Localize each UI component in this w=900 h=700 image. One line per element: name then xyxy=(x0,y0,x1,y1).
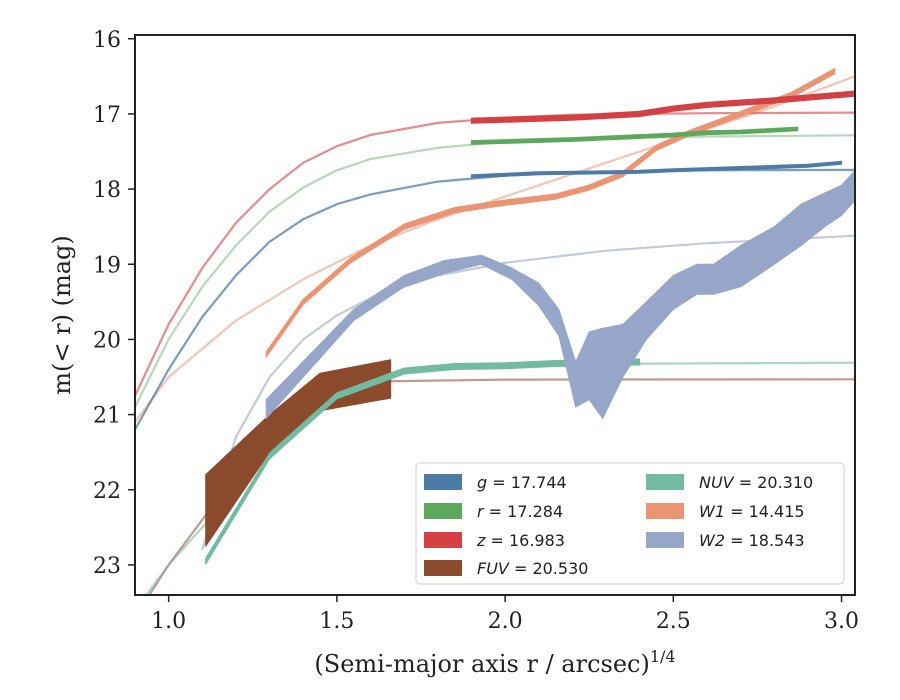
profile-band-g xyxy=(470,160,842,179)
profile-band-z xyxy=(470,90,855,124)
y-tick-label: 18 xyxy=(93,178,121,203)
legend-label-g: g = 17.744 xyxy=(477,473,567,492)
y-tick-label: 23 xyxy=(93,554,121,579)
legend-label-r: r = 17.284 xyxy=(477,502,563,521)
y-tick-label: 20 xyxy=(93,328,121,353)
y-tick-label: 21 xyxy=(93,404,121,429)
legend-swatch-w2 xyxy=(646,532,684,548)
x-tick-label: 1.0 xyxy=(151,609,186,634)
legend-swatch-z xyxy=(424,532,462,548)
legend-label-nuv: NUV = 20.310 xyxy=(699,473,813,492)
x-tick-label: 2.0 xyxy=(488,609,523,634)
legend-swatch-g xyxy=(424,474,462,490)
legend-label-z: z = 16.983 xyxy=(476,531,565,550)
ticks-layer: 1.0 1.5 2.0 2.5 3.0 16 17 18 19 20 21 22 23 xyxy=(93,28,859,634)
x-axis-title-text: (Semi-major axis r / arcsec) xyxy=(314,650,649,678)
y-tick-label: 22 xyxy=(93,479,121,504)
legend-swatch-w1 xyxy=(646,503,684,519)
profile-band-w1 xyxy=(265,67,836,358)
x-tick-label: 3.0 xyxy=(824,609,859,634)
legend-swatch-fuv xyxy=(424,560,462,576)
plot-frame xyxy=(134,34,856,596)
profile-band-nuv xyxy=(205,358,641,565)
y-tick-label: 16 xyxy=(93,28,121,53)
profile-band-w2 xyxy=(265,169,855,419)
legend-label-w2: W2 = 18.543 xyxy=(699,531,805,550)
legend-swatch-r xyxy=(424,503,462,519)
legend-label-fuv: FUV = 20.530 xyxy=(477,559,588,578)
x-axis-title: (Semi-major axis r / arcsec)1/4 xyxy=(314,647,675,678)
profile-band-r xyxy=(470,126,799,145)
y-tick-label: 19 xyxy=(93,253,121,278)
y-axis-title: m(< r) (mag) xyxy=(48,235,76,394)
x-axis-title-exponent: 1/4 xyxy=(650,647,676,666)
series-layer xyxy=(135,67,855,595)
y-tick-label: 17 xyxy=(93,103,121,128)
x-tick-label: 1.5 xyxy=(319,609,354,634)
x-tick-label: 2.5 xyxy=(656,609,691,634)
legend-swatch-nuv xyxy=(646,474,684,490)
profile-band-fuv xyxy=(205,359,392,547)
legend-frame xyxy=(415,462,845,585)
legend: g = 17.744 r = 17.284 z = 16.983 FUV = 20.5… xyxy=(415,462,845,585)
legend-label-w1: W1 = 14.415 xyxy=(699,502,805,521)
